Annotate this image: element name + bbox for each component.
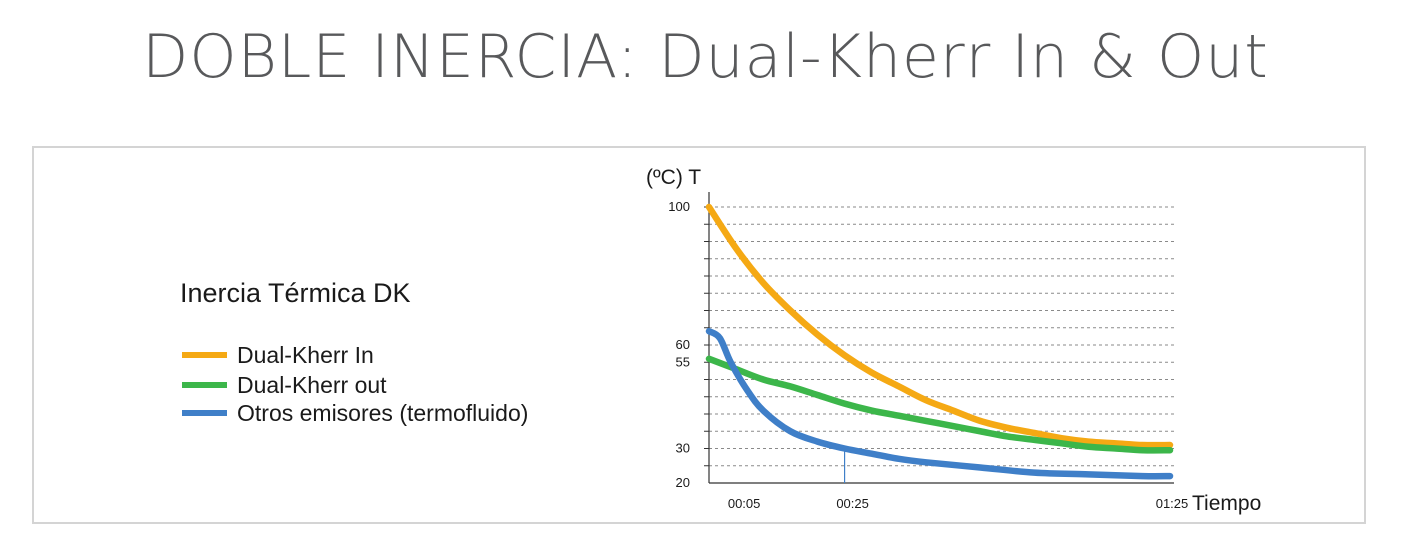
series-line-otros-emisores-termofluido	[705, 327, 1174, 480]
x-axis-label: Tiempo	[1192, 492, 1261, 515]
legend-label: Dual-Kherr out	[237, 371, 387, 398]
chart-axes	[708, 192, 1174, 484]
legend-swatch-dual-kherr-in	[182, 352, 227, 358]
chart-grid	[704, 206, 1174, 467]
x-tick-label: 00:25	[836, 496, 869, 511]
legend-label: Otros emisores (termofluido)	[237, 399, 529, 426]
y-tick-label: 20	[676, 475, 690, 490]
page-title: DOBLE INERCIA: Dual-Kherr In & Out	[142, 22, 1269, 92]
y-tick-label: 100	[668, 199, 690, 214]
legend-label: Dual-Kherr In	[237, 341, 374, 368]
x-tick-label: 00:05	[728, 496, 761, 511]
legend-title: Inercia Térmica DK	[180, 278, 411, 308]
legend-swatch-otros-emisores	[182, 410, 227, 416]
y-tick-label: 30	[676, 441, 690, 456]
legend-item-otros-emisores: Otros emisores (termofluido)	[182, 400, 528, 426]
series-line-dual-kherr-out	[705, 355, 1174, 454]
x-tick-label: 01:25	[1156, 496, 1189, 511]
y-tick-label: 60	[676, 337, 690, 352]
series-line-dual-kherr-in	[705, 203, 1174, 449]
y-tick-label: 55	[676, 354, 690, 369]
legend-swatch-dual-kherr-out	[182, 382, 227, 388]
chart-lines	[705, 203, 1174, 480]
legend-item-dual-kherr-in: Dual-Kherr In	[182, 342, 374, 368]
legend-item-dual-kherr-out: Dual-Kherr out	[182, 372, 387, 398]
chart-ticks: 100 60 55 30 20 00:05 00:25 01:25	[668, 199, 1188, 511]
chart-panel	[32, 146, 1366, 524]
y-axis-label: (ºC) T	[646, 166, 701, 189]
